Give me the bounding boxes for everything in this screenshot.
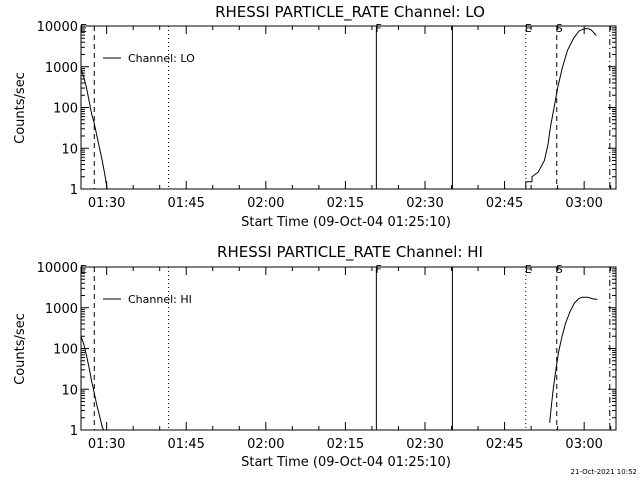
- x-tick-label: 02:00: [247, 196, 284, 211]
- panel-hi: RHESSI PARTICLE_RATE Channel: HI Counts/…: [13, 243, 617, 470]
- x-tick-label: 03:00: [565, 196, 602, 211]
- series-line: [80, 68, 108, 190]
- data-series: [80, 28, 597, 190]
- event-marker-label: E: [525, 263, 532, 276]
- legend-entry: Channel: LO: [128, 52, 195, 65]
- x-tick-label: 02:15: [327, 437, 364, 452]
- x-axis-label: Start Time (09-Oct-04 01:25:10): [241, 215, 451, 230]
- x-tick-label: 03:00: [565, 437, 602, 452]
- x-tick-label: 01:30: [88, 196, 125, 211]
- y-tick-label: 10: [61, 383, 78, 398]
- panel-lo: RHESSI PARTICLE_RATE Channel: LO Counts/…: [13, 3, 617, 230]
- footer-timestamp: 21-Oct-2021 10:52: [571, 468, 637, 476]
- event-marker-label: E: [80, 263, 87, 276]
- x-tick-label: 02:30: [406, 196, 443, 211]
- y-tick-label: 100: [53, 343, 78, 358]
- series-line: [549, 296, 598, 423]
- y-tick-label: 10000: [37, 261, 78, 276]
- plot-frame: [80, 266, 617, 431]
- y-tick-label: 10000: [37, 20, 78, 35]
- x-tick-label: 02:00: [247, 437, 284, 452]
- y-tick-label: 1: [70, 183, 78, 198]
- x-tick-label: 02:45: [486, 196, 523, 211]
- x-tick-label: 01:30: [88, 437, 125, 452]
- y-axis: 1 10 100 1000 10000: [37, 261, 616, 439]
- event-marker-label: E: [525, 22, 532, 35]
- legend: Channel: HI: [103, 293, 192, 306]
- x-axis: 01:30 01:45 02:00 02:15 02:30 02:45 03:00: [88, 26, 612, 211]
- legend-entry: Channel: HI: [128, 293, 192, 306]
- event-marker-label: E: [80, 22, 87, 35]
- x-axis-label: Start Time (09-Oct-04 01:25:10): [241, 455, 451, 470]
- x-axis: 01:30 01:45 02:00 02:15 02:30 02:45 03:00: [88, 267, 612, 452]
- y-tick-label: 100: [53, 102, 78, 117]
- chart-title: RHESSI PARTICLE_RATE Channel: LO: [215, 3, 485, 22]
- x-tick-label: 02:15: [327, 196, 364, 211]
- plot-frame: [80, 25, 617, 190]
- series-line: [516, 28, 597, 190]
- event-marker-label: F: [375, 263, 381, 276]
- data-series: [80, 296, 598, 431]
- series-line: [80, 336, 104, 431]
- chart-title: RHESSI PARTICLE_RATE Channel: HI: [217, 243, 483, 262]
- x-tick-label: 01:45: [167, 437, 204, 452]
- y-tick-label: 1000: [45, 302, 78, 317]
- legend: Channel: LO: [103, 52, 195, 65]
- x-tick-label: 02:30: [406, 437, 443, 452]
- y-tick-label: 1000: [45, 61, 78, 76]
- event-marker-label: F: [375, 22, 381, 35]
- y-axis-label: Counts/sec: [13, 313, 28, 385]
- y-axis-label: Counts/sec: [13, 72, 28, 144]
- event-marker-label: S: [556, 263, 563, 276]
- y-axis: 1 10 100 1000 10000: [37, 20, 616, 198]
- x-tick-label: 02:45: [486, 437, 523, 452]
- y-tick-label: 10: [61, 142, 78, 157]
- y-tick-label: 1: [70, 424, 78, 439]
- x-tick-label: 01:45: [167, 196, 204, 211]
- event-marker-label: S: [556, 22, 563, 35]
